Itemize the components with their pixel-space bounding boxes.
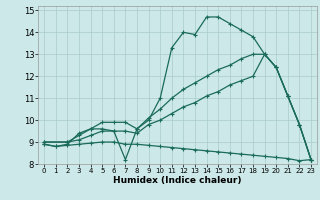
X-axis label: Humidex (Indice chaleur): Humidex (Indice chaleur) (113, 176, 242, 185)
